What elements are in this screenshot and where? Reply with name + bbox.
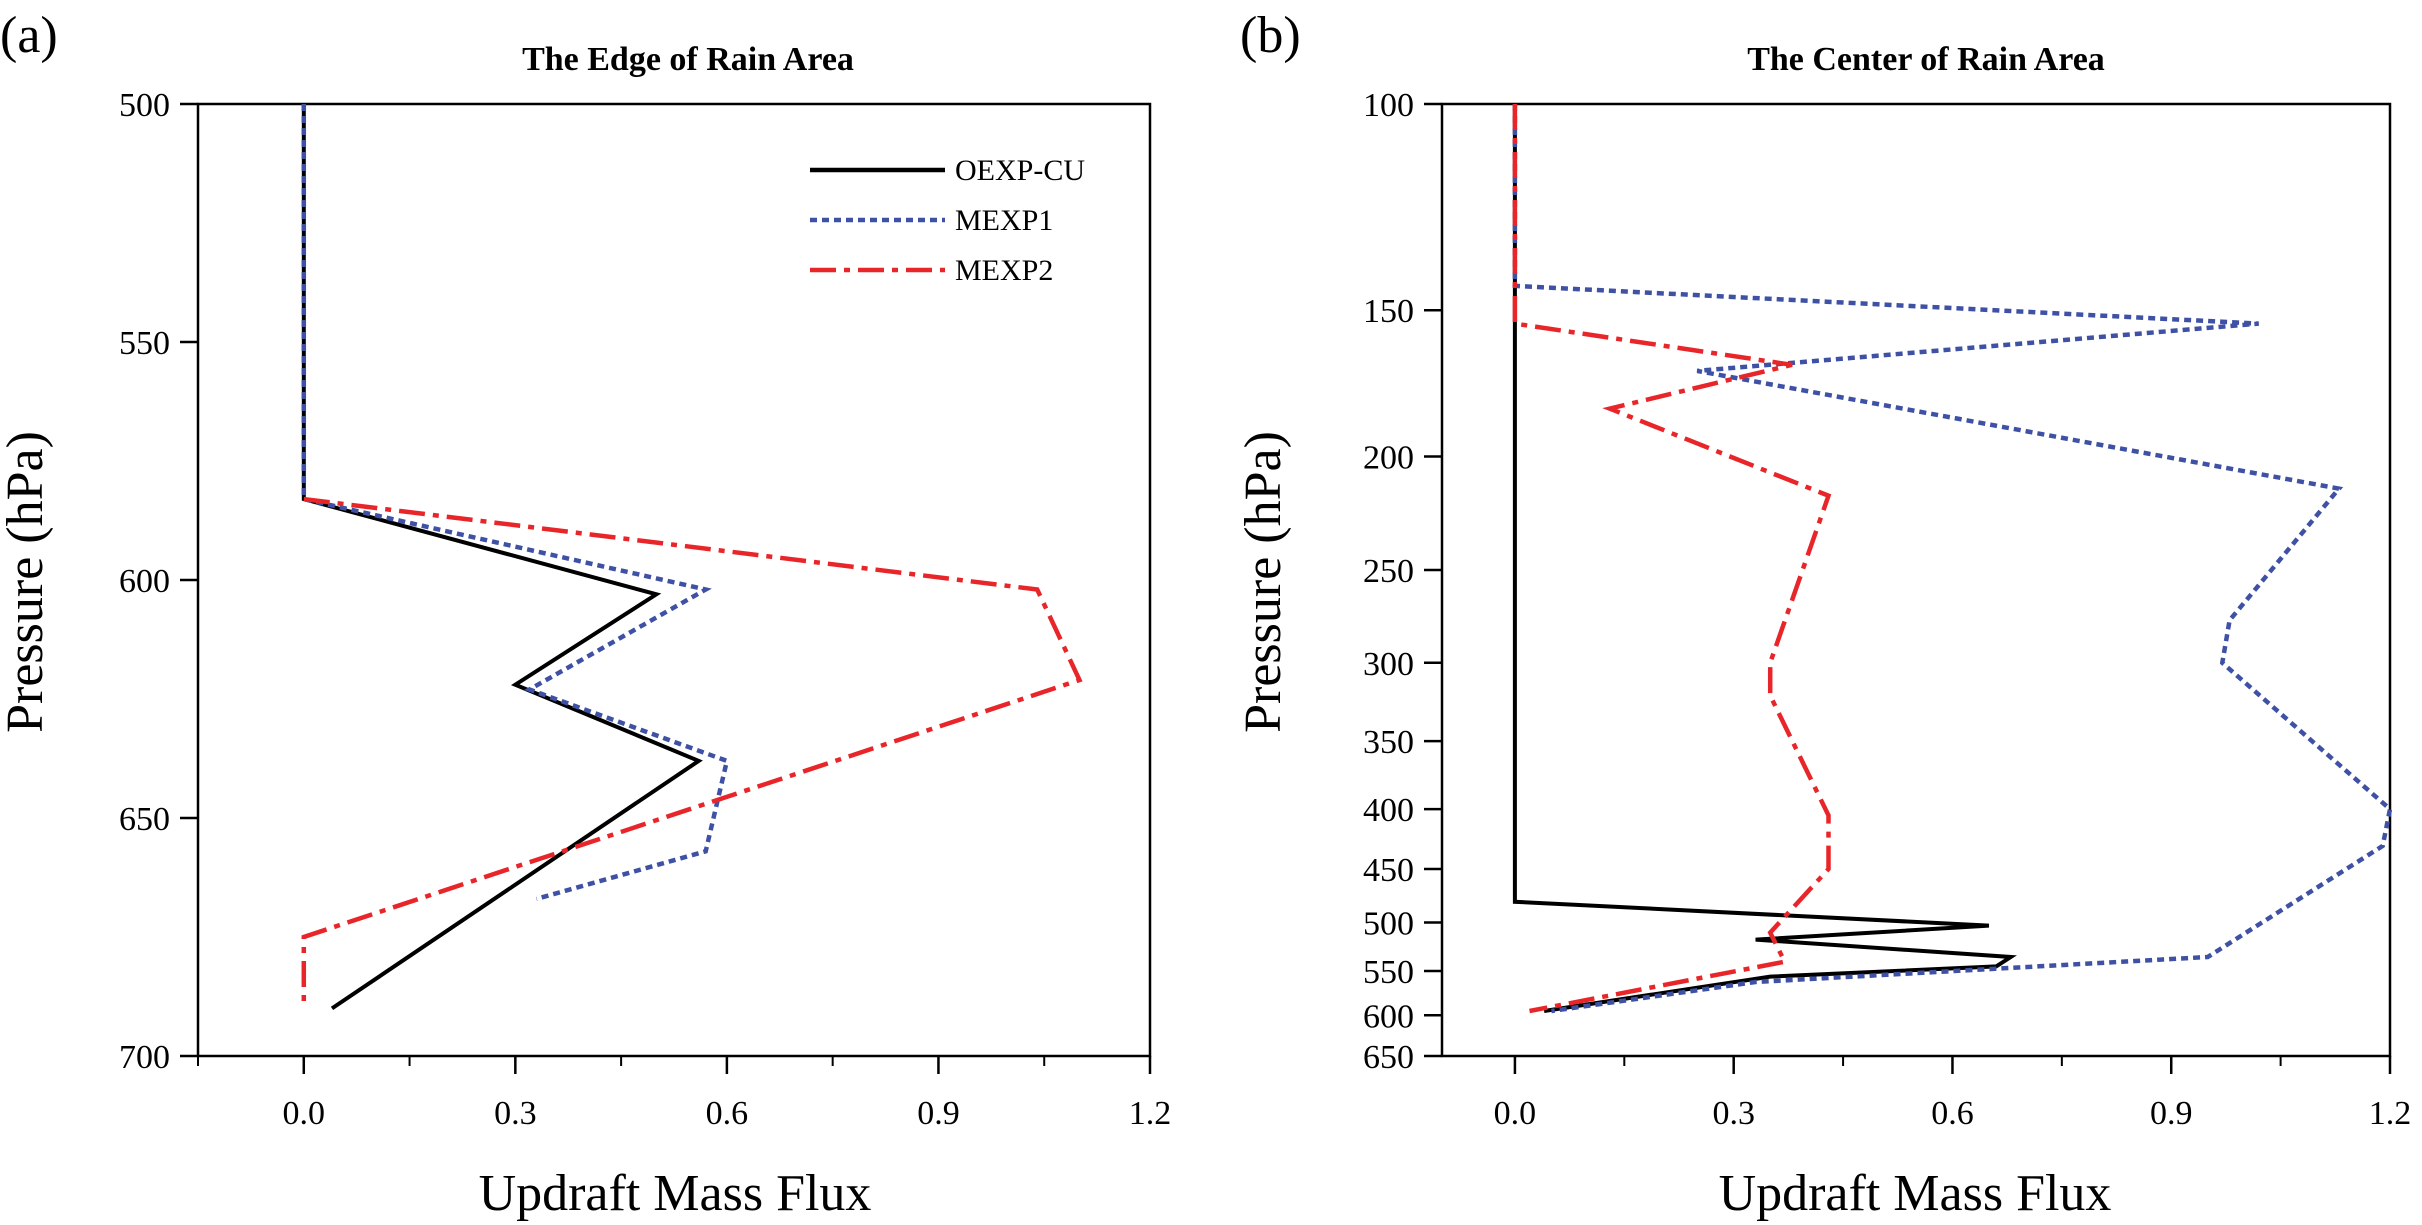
panel-b-y-tick-label: 300: [1363, 646, 1414, 683]
panel-a-x-tick-label: 0.0: [283, 1095, 326, 1132]
panel-a-legend-label-mexp2: MEXP2: [955, 254, 1053, 287]
panel-a-y-tick-label: 700: [119, 1039, 170, 1076]
panel-b-x-tick-label: 0.3: [1712, 1095, 1755, 1132]
panel-a-y-tick-label: 650: [119, 801, 170, 838]
panel-b-y-tick-label: 450: [1363, 852, 1414, 889]
panel-b-series-mexp1: [1512, 104, 2393, 1014]
panel-b-x-tick-label: 0.9: [2150, 1095, 2193, 1132]
panel-b-y-tick-label: 550: [1363, 954, 1414, 991]
panel-b-y-tick-label: 350: [1363, 724, 1414, 761]
panel-b-plot-frame: [1440, 102, 2392, 1058]
panel-b-plot: 0.0 0.3 0.6 0.9 1.2 100 150 200 250 300 350 400 450 5…: [1363, 87, 2411, 1132]
panel-a-y-tick-label: 550: [119, 325, 170, 362]
panel-b: (b) The Center of Rain Area Updraft Mass…: [1235, 7, 2411, 1222]
panel-b-y-tick-label: 250: [1363, 553, 1414, 590]
panel-a-label: (a): [0, 7, 58, 64]
panel-a-plot: 0.0 0.3 0.6 0.9 1.2 500 550 600 650 700 OEXP-CU MEX…: [119, 87, 1171, 1132]
panel-b-xlabel: Updraft Mass Flux: [1719, 1165, 2112, 1222]
panel-a-x-tick-label: 0.3: [494, 1095, 537, 1132]
panel-a-legend-label-mexp1: MEXP1: [955, 204, 1053, 237]
panel-a-x-tick-label: 0.6: [706, 1095, 749, 1132]
panel-a-y-tick-label: 500: [119, 87, 170, 124]
panel-b-x-tick-label: 0.0: [1494, 1095, 1537, 1132]
panel-b-ylabel: Pressure (hPa): [1235, 431, 1292, 733]
panel-b-y-tick-label: 500: [1363, 906, 1414, 943]
panel-a-legend-label-oexp-cu: OEXP-CU: [955, 154, 1085, 187]
panel-b-y-tick-label: 650: [1363, 1039, 1414, 1076]
panel-b-series-oexp-cu: [1512, 104, 2017, 1013]
panel-b-series-mexp2: [1512, 104, 1832, 1014]
panel-a-y-tick-label: 600: [119, 563, 170, 600]
panel-b-x-tick-label: 0.6: [1931, 1095, 1974, 1132]
panel-b-y-tick-label: 400: [1363, 792, 1414, 829]
panel-a-x-tick-label: 0.9: [917, 1095, 960, 1132]
panel-a: (a) The Edge of Rain Area Updraft Mass F…: [0, 7, 1171, 1222]
panel-b-title: The Center of Rain Area: [1747, 41, 2105, 78]
panel-a-series-mexp1: [301, 104, 730, 902]
panel-b-label: (b): [1240, 7, 1301, 64]
panel-a-ylabel: Pressure (hPa): [0, 431, 54, 733]
panel-a-x-tick-label: 1.2: [1129, 1095, 1172, 1132]
panel-b-y-tick-label: 200: [1363, 440, 1414, 477]
panel-b-x-tick-label: 1.2: [2369, 1095, 2412, 1132]
panel-b-y-tick-label: 600: [1363, 998, 1414, 1035]
panel-a-plot-frame: [196, 102, 1152, 1058]
panel-b-y-tick-label: 100: [1363, 87, 1414, 124]
panel-a-series-mexp2: [301, 496, 1083, 1004]
panel-b-y-tick-label: 150: [1363, 293, 1414, 330]
panel-a-title: The Edge of Rain Area: [522, 41, 854, 78]
panel-a-xlabel: Updraft Mass Flux: [479, 1165, 872, 1222]
